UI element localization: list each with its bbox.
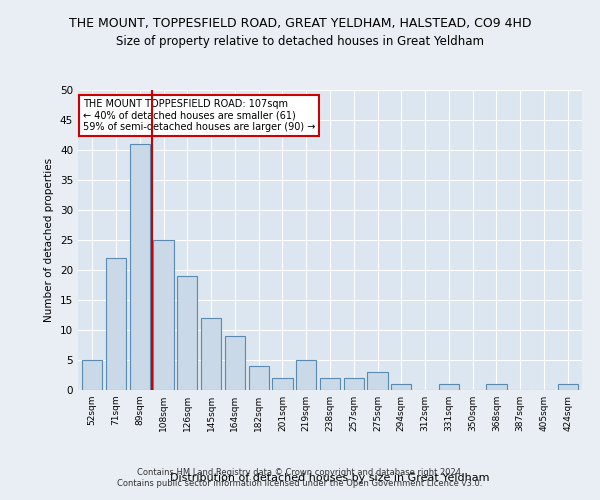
Bar — [296, 360, 316, 390]
Bar — [367, 372, 388, 390]
Bar — [130, 144, 150, 390]
Bar — [272, 378, 293, 390]
Y-axis label: Number of detached properties: Number of detached properties — [44, 158, 55, 322]
Text: Contains HM Land Registry data © Crown copyright and database right 2024.
Contai: Contains HM Land Registry data © Crown c… — [118, 468, 482, 487]
Bar — [177, 276, 197, 390]
Bar — [154, 240, 173, 390]
Bar — [248, 366, 269, 390]
Bar — [225, 336, 245, 390]
Bar — [82, 360, 103, 390]
Bar — [344, 378, 364, 390]
Text: THE MOUNT TOPPESFIELD ROAD: 107sqm
← 40% of detached houses are smaller (61)
59%: THE MOUNT TOPPESFIELD ROAD: 107sqm ← 40%… — [83, 99, 316, 132]
Bar — [487, 384, 506, 390]
Bar — [201, 318, 221, 390]
X-axis label: Distribution of detached houses by size in Great Yeldham: Distribution of detached houses by size … — [170, 473, 490, 483]
Text: THE MOUNT, TOPPESFIELD ROAD, GREAT YELDHAM, HALSTEAD, CO9 4HD: THE MOUNT, TOPPESFIELD ROAD, GREAT YELDH… — [69, 18, 531, 30]
Bar — [439, 384, 459, 390]
Bar — [106, 258, 126, 390]
Text: Size of property relative to detached houses in Great Yeldham: Size of property relative to detached ho… — [116, 35, 484, 48]
Bar — [391, 384, 412, 390]
Bar — [557, 384, 578, 390]
Bar — [320, 378, 340, 390]
